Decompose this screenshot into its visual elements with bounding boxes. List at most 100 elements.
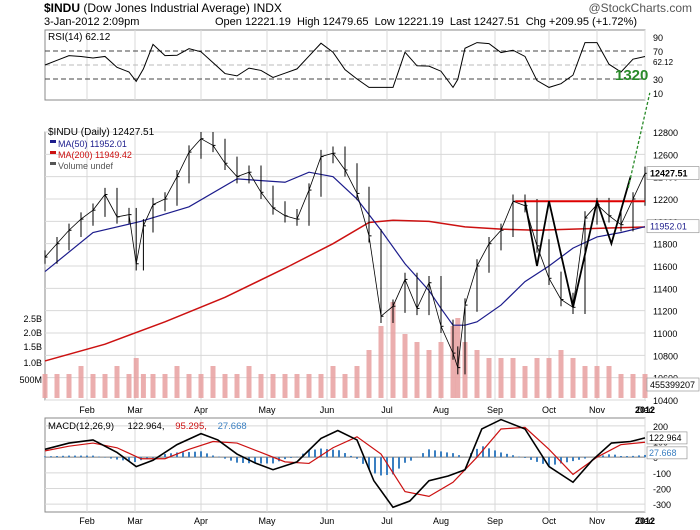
macd-histogram-bar — [110, 457, 112, 459]
macd-histogram-bar — [218, 456, 220, 458]
volume-bar — [198, 374, 204, 398]
macd-histogram-bar — [506, 453, 508, 458]
volume-bar — [150, 374, 156, 398]
rsi-value-tag: 62.12 — [653, 58, 674, 67]
macd-histogram-bar — [62, 455, 64, 458]
volume-bar — [126, 374, 132, 398]
volume-bar — [140, 374, 146, 398]
price-tick-label: 11200 — [653, 307, 677, 317]
volume-bar — [186, 374, 192, 398]
price-value-tag: 11952.01 — [650, 222, 687, 232]
macd-line — [44, 418, 646, 509]
rsi-tick-label: 30 — [653, 75, 663, 85]
price-tick-label: 11400 — [653, 284, 677, 294]
macd-histogram-bar — [494, 450, 496, 458]
macd-value-tag-box — [646, 446, 688, 460]
rsi-annotation-1320: 1320 — [615, 67, 648, 84]
macd-histogram-bar — [572, 457, 574, 462]
price-legend-swatch — [50, 151, 56, 154]
macd-histogram-bar — [434, 450, 436, 458]
volume-bar — [534, 358, 540, 398]
price-x-tick-label: Jul — [381, 405, 393, 415]
macd-legend-item: 27.668 — [218, 421, 247, 432]
price-legend-item: MA(200) 11949.42 — [58, 150, 132, 160]
volume-bar — [54, 374, 60, 398]
macd-signal-line — [44, 426, 646, 497]
macd-histogram-bar — [164, 454, 166, 458]
macd-histogram-bar — [314, 449, 316, 458]
macd-histogram-bar — [350, 455, 352, 458]
volume-bar — [546, 358, 552, 398]
macd-histogram-bar — [602, 455, 604, 458]
macd-histogram-bar — [566, 457, 568, 463]
macd-histogram-bar — [518, 456, 520, 458]
macd-histogram-bar — [86, 455, 88, 458]
macd-histogram-bar — [428, 449, 430, 458]
volume-tick-label: 500M — [19, 375, 42, 385]
value-tag-box — [646, 219, 700, 234]
price-tick-label: 10400 — [653, 396, 678, 406]
volume-bar — [330, 366, 336, 398]
macd-histogram-bar — [290, 457, 292, 458]
volume-bar — [402, 334, 408, 398]
macd-legend-item: MACD(12,26,9) — [48, 421, 114, 432]
volume-bar — [66, 374, 72, 398]
date-label: 3-Jan-2012 2:09pm — [44, 16, 140, 28]
macd-histogram-bar — [194, 451, 196, 458]
price-x-tick-label: Feb — [79, 405, 95, 415]
macd-histogram-bar — [560, 457, 562, 464]
macd-histogram-bar — [578, 457, 580, 460]
macd-histogram-bar — [524, 457, 526, 458]
macd-histogram-bar — [128, 457, 130, 462]
volume-bar — [246, 366, 252, 398]
macd-histogram-bar — [512, 455, 514, 458]
price-x-tick-label: Mar — [127, 405, 143, 415]
macd-x-tick-label: 2012 — [635, 516, 655, 526]
price-value-tag: 455399207 — [650, 380, 695, 390]
macd-histogram-bar — [536, 457, 538, 462]
volume-bar — [642, 374, 648, 398]
symbol: $INDU — [44, 1, 81, 15]
price-tick-label: 11000 — [653, 329, 677, 339]
quote-line: Open 12221.19 High 12479.65 Low 12221.19… — [215, 16, 637, 28]
macd-tick-label: -200 — [653, 485, 671, 495]
volume-bar — [510, 358, 516, 398]
macd-x-tick-label: Dec — [637, 516, 654, 526]
volume-bar — [522, 366, 528, 398]
macd-legend-item: 122.964, — [128, 421, 165, 432]
macd-histogram-bar — [326, 449, 328, 458]
volume-tick-label: 2.5B — [23, 314, 42, 324]
volume-bar — [282, 374, 288, 398]
macd-histogram-bar — [488, 448, 490, 458]
macd-histogram-bar — [362, 457, 364, 464]
volume-bar — [486, 358, 492, 398]
macd-histogram-bar — [122, 457, 124, 461]
volume-bar — [174, 366, 180, 398]
value-tag-box — [646, 166, 700, 180]
price-x-tick-label: Oct — [542, 405, 557, 415]
volume-bar — [366, 350, 372, 398]
volume-bar — [78, 366, 84, 398]
macd-histogram-bar — [398, 457, 400, 469]
index-name: (Dow Jones Industrial Average) — [83, 1, 250, 15]
macd-histogram-bar — [452, 453, 454, 458]
macd-histogram-bar — [542, 457, 544, 464]
volume-bar — [606, 366, 612, 398]
volume-bar — [594, 366, 600, 398]
macd-histogram-bar — [644, 454, 646, 458]
macd-x-tick-label: Jul — [381, 516, 393, 526]
price-x-tick-label: Sep — [487, 405, 503, 415]
volume-bar — [133, 358, 139, 398]
macd-histogram-bar — [548, 457, 550, 466]
volume-bar — [342, 374, 348, 398]
macd-histogram-bar — [446, 452, 448, 458]
rsi-line — [44, 42, 646, 89]
price-tick-label: 12600 — [653, 150, 678, 160]
macd-histogram-bar — [200, 451, 202, 458]
macd-histogram-bar — [50, 456, 52, 458]
macd-histogram-bar — [410, 457, 412, 461]
volume-bar — [498, 358, 504, 398]
macd-tick-label: 200 — [653, 422, 668, 432]
volume-bar — [222, 374, 228, 398]
volume-bar — [162, 374, 168, 398]
